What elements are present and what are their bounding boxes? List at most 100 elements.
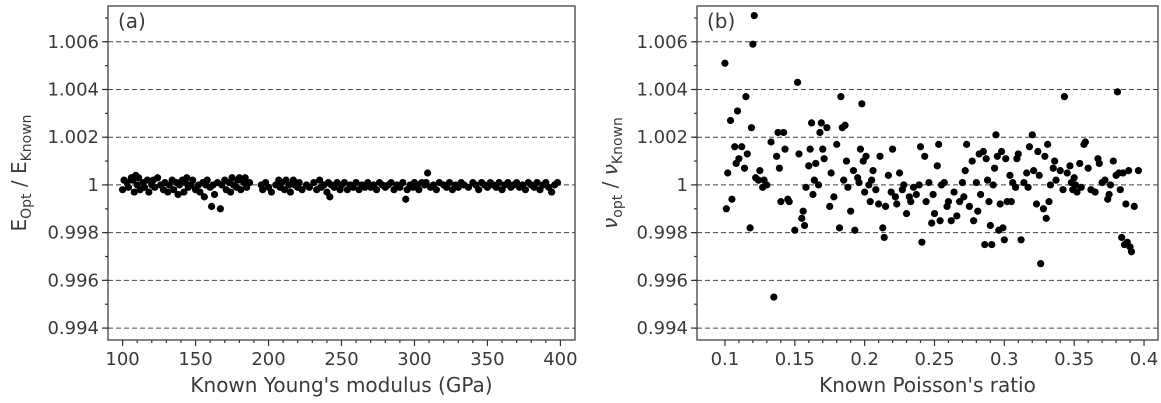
y-tick-label: 0.998 (47, 223, 99, 244)
data-point (1002, 155, 1010, 163)
data-point (1119, 169, 1127, 177)
data-point (267, 188, 276, 196)
y-axis-label-part: Known (19, 114, 35, 161)
data-point (548, 188, 556, 196)
x-tick-label: 350 (470, 349, 504, 370)
data-point (823, 124, 831, 132)
data-point (1046, 181, 1055, 189)
data-point (1118, 233, 1126, 242)
data-point (1035, 171, 1043, 179)
data-point (183, 174, 191, 182)
data-point (820, 155, 828, 163)
data-point (722, 205, 730, 213)
data-point (770, 293, 778, 301)
data-point (1073, 188, 1081, 196)
data-point (1071, 181, 1080, 189)
data-point (740, 164, 749, 172)
data-point (259, 186, 267, 194)
data-point (1032, 200, 1041, 208)
data-point (743, 150, 751, 158)
data-point (835, 224, 844, 232)
data-point (855, 178, 863, 187)
data-point (947, 217, 955, 225)
data-point (989, 181, 997, 189)
data-point (143, 176, 152, 184)
data-point (1042, 214, 1050, 222)
data-point (445, 178, 454, 187)
y-tick-label: 1.006 (636, 32, 688, 53)
data-point (305, 183, 313, 191)
data-point (909, 183, 918, 191)
data-point (970, 217, 978, 225)
data-point (902, 209, 911, 218)
x-tick-label: 0.4 (1130, 349, 1159, 370)
data-point (1077, 183, 1085, 191)
data-point (1025, 143, 1034, 151)
data-point (849, 167, 858, 175)
data-point (999, 224, 1007, 232)
data-point (990, 164, 999, 172)
data-point (399, 178, 407, 187)
x-tick-label: 400 (543, 349, 577, 370)
data-point (1011, 183, 1020, 191)
data-point (124, 183, 133, 191)
y-axis-label-part: / (598, 175, 622, 194)
data-point (1101, 176, 1109, 184)
data-point (791, 226, 799, 234)
data-point (735, 155, 743, 163)
x-tick-label: 300 (397, 349, 431, 370)
data-point (806, 145, 814, 153)
data-point (1049, 164, 1057, 172)
data-point (145, 188, 153, 196)
data-point (992, 131, 1000, 139)
data-point (1130, 202, 1138, 210)
data-point (174, 190, 182, 199)
data-point (968, 157, 976, 165)
y-tick-label: 1.004 (636, 80, 688, 101)
data-point (286, 188, 295, 196)
data-point (775, 164, 784, 172)
data-point (189, 176, 197, 184)
data-point (235, 174, 243, 182)
data-point (1076, 159, 1084, 168)
data-point (754, 176, 763, 184)
data-point (881, 202, 890, 210)
x-tick-label: 200 (251, 349, 285, 370)
data-point (774, 128, 782, 137)
data-point (326, 193, 334, 201)
data-point (280, 186, 289, 194)
data-point (1041, 152, 1049, 160)
x-tick-label: 0.35 (1054, 349, 1094, 370)
data-point (1060, 93, 1069, 101)
data-point (981, 240, 989, 249)
data-point (533, 178, 541, 187)
data-point (842, 157, 851, 165)
data-point (785, 198, 793, 206)
data-point (340, 178, 349, 187)
y-axis-label-part: Opt (19, 193, 35, 219)
x-tick-label: 250 (324, 349, 358, 370)
data-point (965, 202, 974, 210)
x-tick-label: 100 (105, 349, 139, 370)
data-point (887, 188, 895, 196)
data-point (1024, 183, 1032, 191)
y-tick-label: 0.994 (47, 318, 99, 339)
data-point (298, 186, 306, 194)
data-point (245, 178, 254, 187)
data-point (464, 183, 473, 191)
data-point (879, 224, 887, 232)
data-point (819, 145, 827, 153)
data-point (728, 195, 736, 203)
data-point (724, 169, 732, 177)
x-tick-label: 0.25 (914, 349, 954, 370)
data-point (738, 143, 746, 151)
data-point (1070, 174, 1078, 182)
data-point (780, 128, 788, 137)
data-point (1081, 138, 1089, 146)
data-point (726, 116, 735, 125)
data-point (553, 178, 562, 187)
data-point (922, 198, 930, 206)
y-axis-label-part: Known (610, 117, 626, 164)
data-point (935, 140, 943, 148)
